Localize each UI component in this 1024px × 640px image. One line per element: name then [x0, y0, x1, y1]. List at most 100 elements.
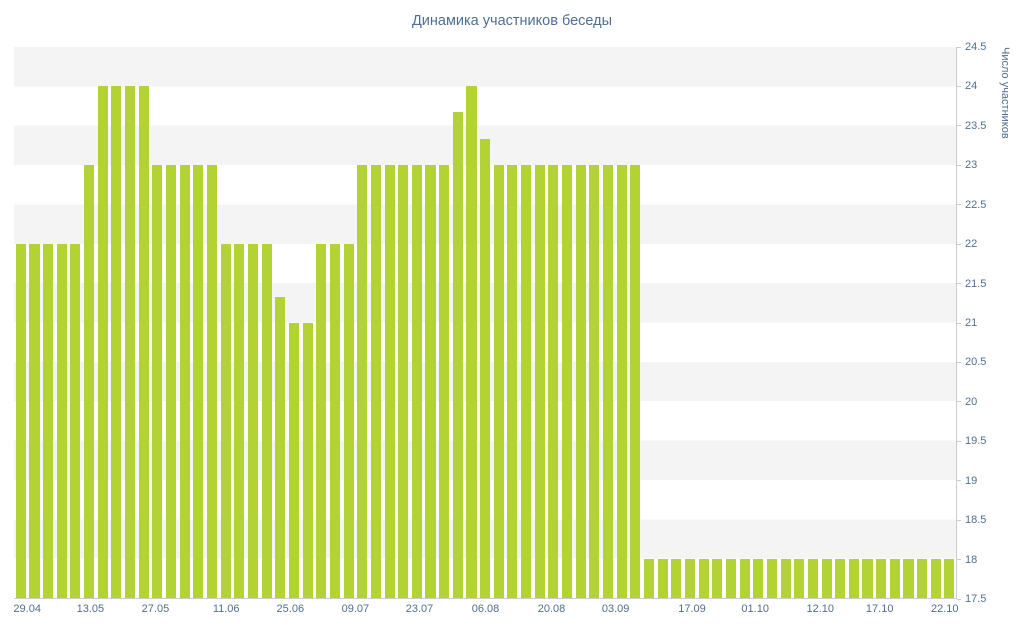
- bar[interactable]: [548, 165, 559, 598]
- x-tick-label: 03.09: [601, 603, 630, 615]
- tick-mark: [957, 46, 961, 48]
- bar[interactable]: [862, 558, 873, 598]
- bar[interactable]: [889, 558, 900, 598]
- y-tick: 22: [957, 238, 977, 250]
- bar[interactable]: [766, 558, 777, 598]
- bar[interactable]: [329, 243, 340, 598]
- tick-mark: [957, 519, 961, 521]
- y-tick-label: 23.5: [965, 119, 987, 132]
- bar[interactable]: [821, 558, 832, 598]
- y-tick: 20: [957, 396, 977, 408]
- bar[interactable]: [425, 165, 436, 598]
- bar[interactable]: [111, 86, 122, 598]
- bar[interactable]: [56, 243, 67, 598]
- bar[interactable]: [835, 558, 846, 598]
- bar[interactable]: [398, 165, 409, 598]
- bar[interactable]: [493, 165, 504, 598]
- bar[interactable]: [15, 243, 26, 598]
- bar[interactable]: [657, 558, 668, 598]
- y-tick-label: 19: [965, 474, 978, 487]
- bar[interactable]: [97, 86, 108, 598]
- tick-mark: [957, 85, 961, 87]
- bar[interactable]: [288, 322, 299, 598]
- bar[interactable]: [807, 558, 818, 598]
- tick-mark: [957, 440, 961, 442]
- bar[interactable]: [357, 165, 368, 598]
- bar[interactable]: [70, 243, 81, 598]
- tick-mark: [957, 480, 961, 482]
- bar[interactable]: [944, 558, 955, 598]
- bar[interactable]: [521, 165, 532, 598]
- y-tick-label: 18.5: [965, 514, 987, 527]
- bar[interactable]: [930, 558, 941, 598]
- bar[interactable]: [152, 165, 163, 598]
- bar[interactable]: [848, 558, 859, 598]
- bar[interactable]: [643, 558, 655, 598]
- x-tick-label: 01.10: [741, 603, 769, 615]
- bar[interactable]: [220, 243, 231, 598]
- bar[interactable]: [794, 558, 805, 598]
- x-axis: 29.04 13.05 27.05 11.06 25.06 09.07 23.07 06.08…: [13, 603, 958, 617]
- bar[interactable]: [480, 139, 491, 598]
- bar[interactable]: [138, 86, 149, 598]
- bar-series: [14, 47, 956, 598]
- bar[interactable]: [247, 243, 259, 598]
- tick-mark: [957, 164, 961, 166]
- bar[interactable]: [84, 165, 95, 598]
- bar[interactable]: [166, 165, 177, 598]
- y-tick: 24: [957, 80, 977, 92]
- bar[interactable]: [753, 558, 764, 598]
- bar[interactable]: [630, 165, 641, 598]
- bar[interactable]: [275, 296, 286, 598]
- bar[interactable]: [712, 558, 723, 598]
- bar[interactable]: [43, 243, 54, 598]
- y-tick-label: 24: [965, 80, 978, 93]
- y-tick-label: 19.5: [965, 435, 987, 448]
- bar[interactable]: [261, 243, 272, 598]
- bar[interactable]: [411, 165, 422, 598]
- bar[interactable]: [603, 165, 614, 598]
- bar[interactable]: [616, 165, 627, 598]
- x-tick-label: 27.05: [141, 603, 170, 615]
- bar[interactable]: [370, 165, 381, 598]
- bar[interactable]: [234, 243, 245, 598]
- bar[interactable]: [917, 558, 928, 598]
- bar[interactable]: [193, 165, 204, 598]
- bar[interactable]: [343, 243, 354, 598]
- y-tick: 23.5: [957, 120, 986, 132]
- bar[interactable]: [206, 165, 218, 598]
- bar[interactable]: [302, 322, 313, 598]
- tick-mark: [957, 204, 961, 206]
- bar[interactable]: [179, 165, 190, 598]
- bar[interactable]: [739, 558, 750, 598]
- y-tick-label: 22.5: [965, 198, 987, 211]
- bar[interactable]: [316, 243, 327, 598]
- bar[interactable]: [575, 165, 586, 598]
- bar[interactable]: [903, 558, 914, 598]
- bar[interactable]: [876, 558, 887, 598]
- bar[interactable]: [452, 112, 463, 598]
- bar[interactable]: [698, 558, 709, 598]
- y-tick-label: 20.5: [965, 356, 987, 369]
- tick-mark: [957, 559, 961, 561]
- bar[interactable]: [384, 165, 395, 598]
- plot-area: [14, 47, 957, 599]
- x-tick-label: 12.10: [806, 603, 835, 615]
- bar[interactable]: [439, 165, 450, 598]
- bar[interactable]: [562, 165, 573, 598]
- y-tick: 22.5: [957, 199, 986, 211]
- y-tick: 18.5: [957, 514, 986, 526]
- bar[interactable]: [589, 165, 600, 598]
- bar[interactable]: [29, 243, 40, 598]
- y-tick: 20.5: [957, 356, 986, 368]
- y-tick: 17.5: [957, 593, 986, 605]
- bar[interactable]: [725, 558, 736, 598]
- y-tick: 19: [957, 475, 977, 487]
- bar[interactable]: [671, 558, 682, 598]
- bar[interactable]: [684, 558, 696, 598]
- bar[interactable]: [780, 558, 791, 598]
- bar[interactable]: [125, 86, 136, 598]
- bar[interactable]: [466, 86, 477, 598]
- bar[interactable]: [507, 165, 518, 598]
- bar[interactable]: [534, 165, 545, 598]
